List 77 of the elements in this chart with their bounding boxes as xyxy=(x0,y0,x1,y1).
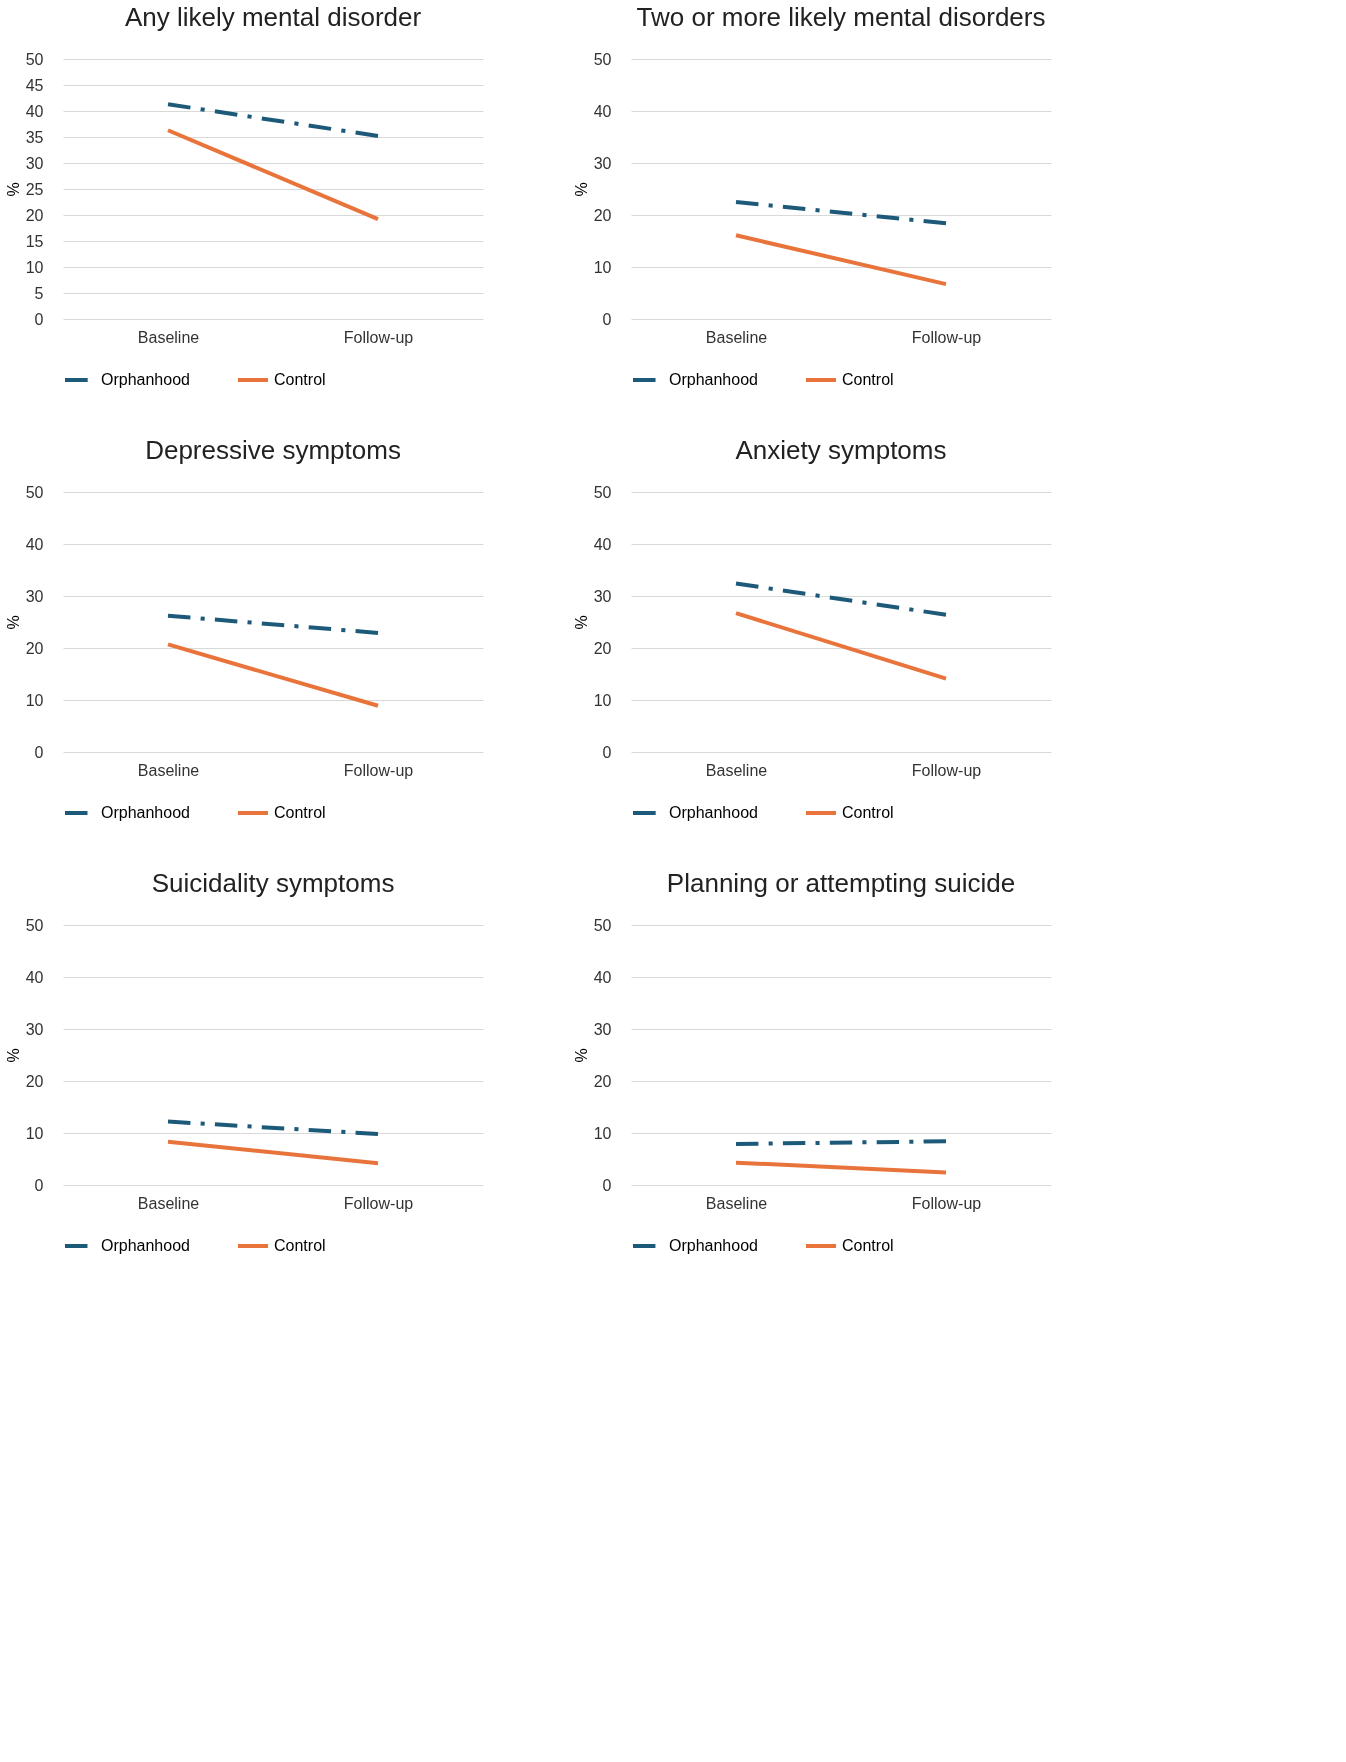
y-tick-label: 20 xyxy=(25,1072,44,1090)
y-tick-label: 10 xyxy=(25,1124,44,1142)
y-tick-label: 15 xyxy=(25,232,44,250)
y-tick-label: 40 xyxy=(593,102,612,120)
y-tick-label: 40 xyxy=(25,102,44,120)
y-tick-label: 10 xyxy=(593,258,612,276)
legend-label: Control xyxy=(842,371,894,388)
chart-title: Depressive symptoms xyxy=(145,435,401,465)
y-tick-label: 30 xyxy=(25,154,44,172)
y-tick-label: 20 xyxy=(25,639,44,657)
x-tick-label: Baseline xyxy=(137,1194,200,1212)
y-tick-label: 0 xyxy=(602,743,612,761)
y-tick-label: 30 xyxy=(25,1020,44,1038)
chart-title: Anxiety symptoms xyxy=(735,435,947,465)
legend-label: Control xyxy=(274,804,326,821)
y-tick-label: 10 xyxy=(593,691,612,709)
x-tick-label: Follow-up xyxy=(343,328,414,346)
y-tick-label: 50 xyxy=(25,50,44,68)
y-tick-label: 0 xyxy=(34,310,44,328)
y-tick-label: 30 xyxy=(593,587,612,605)
y-tick-label: 20 xyxy=(593,639,612,657)
y-axis-title: % xyxy=(4,1048,22,1063)
y-tick-label: 20 xyxy=(25,206,44,224)
y-tick-label: 40 xyxy=(593,535,612,553)
x-tick-label: Follow-up xyxy=(911,328,982,346)
x-tick-label: Baseline xyxy=(705,328,768,346)
chart-title: Two or more likely mental disorders xyxy=(636,2,1046,32)
y-tick-label: 30 xyxy=(593,1020,612,1038)
legend-label: Orphanhood xyxy=(101,804,190,821)
y-tick-label: 20 xyxy=(593,206,612,224)
y-tick-label: 30 xyxy=(593,154,612,172)
y-tick-label: 20 xyxy=(593,1072,612,1090)
y-axis-title: % xyxy=(572,182,590,197)
y-tick-label: 25 xyxy=(25,180,44,198)
y-tick-label: 10 xyxy=(25,691,44,709)
y-tick-label: 0 xyxy=(34,743,44,761)
y-axis-title: % xyxy=(572,1048,590,1063)
x-tick-label: Baseline xyxy=(137,328,200,346)
x-tick-label: Follow-up xyxy=(343,761,414,779)
x-tick-label: Baseline xyxy=(137,761,200,779)
legend-label: Orphanhood xyxy=(669,371,758,388)
y-tick-label: 50 xyxy=(25,483,44,501)
y-tick-label: 0 xyxy=(602,310,612,328)
legend-label: Control xyxy=(842,804,894,821)
legend-label: Orphanhood xyxy=(669,804,758,821)
y-tick-label: 10 xyxy=(593,1124,612,1142)
x-tick-label: Follow-up xyxy=(911,761,982,779)
y-tick-label: 50 xyxy=(25,916,44,934)
y-tick-label: 30 xyxy=(25,587,44,605)
x-tick-label: Follow-up xyxy=(911,1194,982,1212)
chart-title: Any likely mental disorder xyxy=(124,2,422,32)
legend-label: Control xyxy=(842,1237,894,1254)
y-tick-label: 35 xyxy=(25,128,44,146)
x-tick-label: Follow-up xyxy=(343,1194,414,1212)
y-tick-label: 50 xyxy=(593,483,612,501)
chart-title: Planning or attempting suicide xyxy=(666,868,1016,898)
y-tick-label: 50 xyxy=(593,50,612,68)
x-tick-label: Baseline xyxy=(705,1194,768,1212)
legend-label: Orphanhood xyxy=(101,1237,190,1254)
y-tick-label: 40 xyxy=(593,968,612,986)
y-tick-label: 0 xyxy=(34,1176,44,1194)
y-axis-title: % xyxy=(572,615,590,630)
y-tick-label: 0 xyxy=(602,1176,612,1194)
y-tick-label: 50 xyxy=(593,916,612,934)
y-axis-title: % xyxy=(4,182,22,197)
chart-title: Suicidality symptoms xyxy=(151,868,395,898)
y-tick-label: 40 xyxy=(25,535,44,553)
y-tick-label: 45 xyxy=(25,76,44,94)
y-tick-label: 40 xyxy=(25,968,44,986)
y-tick-label: 10 xyxy=(25,258,44,276)
legend-label: Orphanhood xyxy=(101,371,190,388)
x-tick-label: Baseline xyxy=(705,761,768,779)
y-axis-title: % xyxy=(4,615,22,630)
legend-label: Control xyxy=(274,371,326,388)
legend-label: Orphanhood xyxy=(669,1237,758,1254)
legend-label: Control xyxy=(274,1237,326,1254)
y-tick-label: 5 xyxy=(34,284,44,302)
